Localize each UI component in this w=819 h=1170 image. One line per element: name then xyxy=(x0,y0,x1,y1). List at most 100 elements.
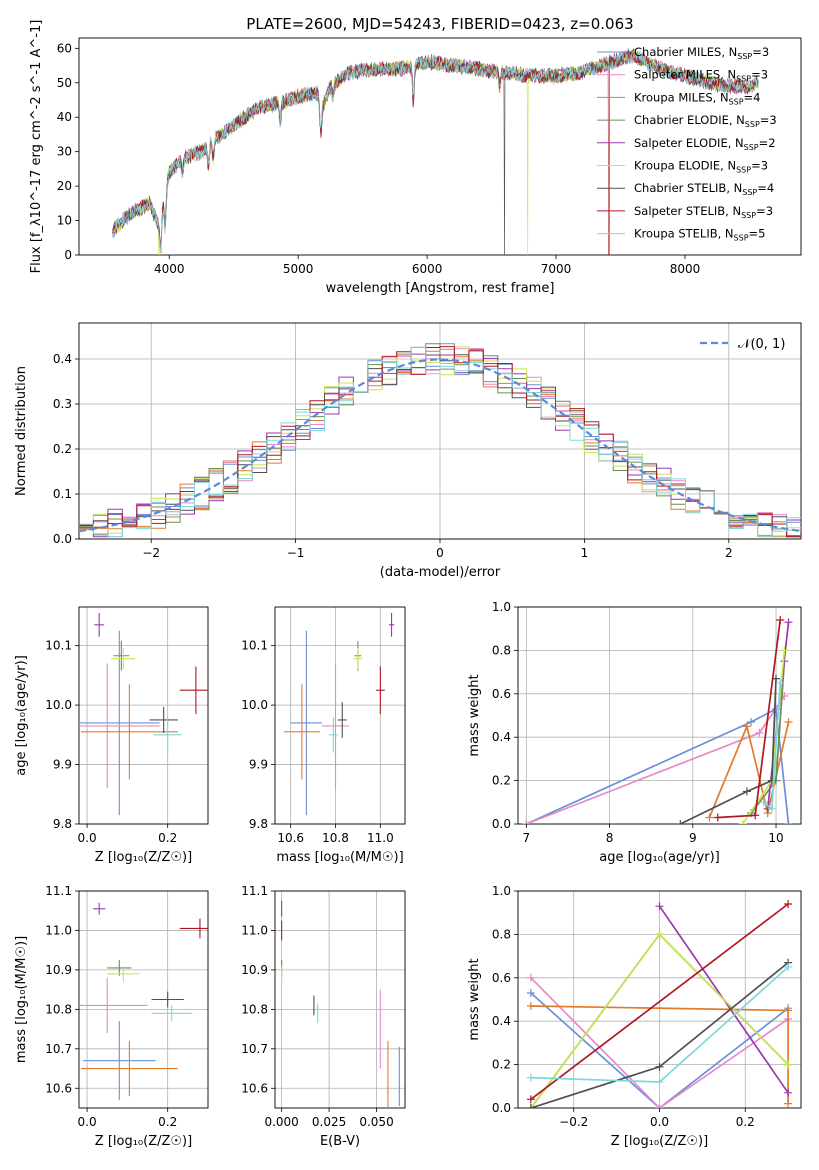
weight-marker-chabrier_stelib xyxy=(742,787,751,796)
legend-entry: Salpeter STELIB, NSSP=3 xyxy=(634,204,773,220)
weight-line-chabrier_miles xyxy=(525,707,790,824)
residual-histograms xyxy=(79,343,801,538)
x-tick-label: 1 xyxy=(581,546,589,560)
residuals-legend: 𝒩(0, 1) xyxy=(700,337,785,352)
y-tick-label: 0.6 xyxy=(492,971,511,985)
weight-marker-kroupa_elodie xyxy=(738,820,747,824)
x-tick-label: 10 xyxy=(768,831,783,845)
y-tick-label: 10.7 xyxy=(241,1042,268,1056)
y-axis-label: Normed distribution xyxy=(14,366,29,496)
figure-title: PLATE=2600, MJD=54243, FIBERID=0423, z=0… xyxy=(246,15,633,33)
residuals-axes: −2 −1 0 1 2 0.0 0.1 0.2 0.3 0.4 (data-model)/error… xyxy=(14,322,802,580)
y-tick-label: 1.0 xyxy=(492,600,511,614)
spectrum-legend: Chabrier MILES, NSSP=3 Salpeter MILES, NS… xyxy=(597,45,777,243)
weight-marker-salpeter_miles xyxy=(655,1104,664,1108)
x-tick-label: 0.050 xyxy=(359,1115,393,1129)
y-axis-label: age [log₁₀(age/yr)] xyxy=(14,655,29,776)
weight-marker-salpeter_stelib xyxy=(713,813,722,822)
y-tick-label: 0.8 xyxy=(492,927,511,941)
weight-marker-salpeter_stelib xyxy=(751,811,760,820)
x-tick-label: 11.0 xyxy=(367,831,394,845)
mass_vs_ebv-points xyxy=(281,900,400,1108)
weight-marker-chabrier_miles xyxy=(784,820,793,824)
y-tick-label: 0.2 xyxy=(53,442,72,456)
y-axis-label: Flux [f_λ10^-17 erg cm^-2 s^-1 A^-1] xyxy=(29,20,44,274)
x-axis-label: (data-model)/error xyxy=(380,565,501,580)
y-axis-label: mass [log₁₀(M/M☉)] xyxy=(14,936,29,1063)
y-tick-label: 0.0 xyxy=(492,1101,511,1115)
x-tick-label: 0.000 xyxy=(264,1115,298,1129)
legend-entry: 𝒩(0, 1) xyxy=(738,337,785,352)
y-tick-label: 60 xyxy=(57,41,72,55)
legend-entry: Chabrier ELODIE, NSSP=3 xyxy=(634,113,777,129)
histogram-salpeter_stelib xyxy=(79,346,801,538)
y-axis-label: mass weight xyxy=(467,958,482,1040)
y-tick-label: 9.9 xyxy=(249,758,268,772)
x-tick-label: 0 xyxy=(436,546,444,560)
weight-marker-kroupa_stelib xyxy=(784,962,793,971)
y-tick-label: 10.1 xyxy=(241,639,268,653)
y-tick-label: 10.8 xyxy=(241,1002,268,1016)
y-tick-label: 10.0 xyxy=(45,698,72,712)
y-tick-label: 10.9 xyxy=(241,963,268,977)
weight-marker-salpeter_miles xyxy=(755,728,764,737)
weight-marker-salpeter_miles xyxy=(526,973,535,982)
mass_weight_vs_age-axes: 7 8 9 10 0.0 0.2 0.4 0.6 0.8 1.0 age [log₁₀(age/yr… xyxy=(467,600,802,865)
y-tick-label: 10.7 xyxy=(45,1042,72,1056)
mass_weight_vs_Z-series xyxy=(526,900,793,1108)
weight-marker-kroupa_stelib xyxy=(526,1073,535,1082)
spectrum-axes: 4000 5000 6000 7000 8000 0 10 20 30 40 50 60 wavelen… xyxy=(29,20,802,296)
y-tick-label: 10.0 xyxy=(241,698,268,712)
x-tick-label: −2 xyxy=(142,546,160,560)
y-tick-label: 9.8 xyxy=(249,817,268,831)
y-tick-label: 20 xyxy=(57,179,72,193)
legend-entry: Salpeter ELODIE, NSSP=2 xyxy=(634,136,776,152)
x-tick-label: 0.0 xyxy=(78,1115,97,1129)
x-tick-label: 0.2 xyxy=(158,1115,177,1129)
weight-marker-kroupa_miles xyxy=(784,1099,793,1108)
x-tick-label: 7 xyxy=(523,831,531,845)
mass_weight_vs_age-series xyxy=(522,616,793,824)
y-tick-label: 10 xyxy=(57,214,72,228)
legend-entry: Chabrier STELIB, NSSP=4 xyxy=(634,181,774,197)
x-tick-label: 4000 xyxy=(154,262,185,276)
y-axis-label: mass weight xyxy=(467,674,482,756)
legend-entry: Chabrier MILES, NSSP=3 xyxy=(634,45,769,61)
mass_weight_vs_Z-axes: −0.2 0.0 0.2 0.0 0.2 0.4 0.6 0.8 1.0 Z [log₁₀(Z/Z… xyxy=(467,884,802,1149)
weight-marker-kroupa_miles xyxy=(705,813,714,822)
weight-marker-salpeter_elodie xyxy=(784,618,793,627)
mass_vs_Z-axes: 0.0 0.2 10.6 10.7 10.8 10.9 11.0 11.1 Z [log₁₀(Z… xyxy=(14,884,209,1149)
weight-marker-salpeter_stelib xyxy=(776,616,785,625)
age_vs_Z-axes: 0.0 0.2 9.8 9.9 10.0 10.1 Z [log₁₀(Z/Z☉)] age [… xyxy=(14,606,209,865)
y-tick-label: 9.8 xyxy=(53,817,72,831)
weight-marker-salpeter_miles xyxy=(522,820,531,824)
weight-marker-kroupa_stelib xyxy=(767,804,776,813)
y-tick-label: 0.4 xyxy=(492,730,511,744)
weight-line-salpeter_miles xyxy=(525,695,786,824)
weight-marker-kroupa_stelib xyxy=(759,798,768,807)
x-axis-label: Z [log₁₀(Z/Z☉)] xyxy=(95,850,192,865)
y-tick-label: 0 xyxy=(64,248,72,262)
x-tick-label: 9 xyxy=(689,831,697,845)
x-tick-label: 8000 xyxy=(670,262,701,276)
x-tick-label: −0.2 xyxy=(559,1115,588,1129)
y-tick-label: 0.2 xyxy=(492,1058,511,1072)
y-tick-label: 0.4 xyxy=(53,352,72,366)
weight-line-chabrier_miles xyxy=(530,992,789,1108)
y-tick-label: 30 xyxy=(57,145,72,159)
x-tick-label: 6000 xyxy=(412,262,443,276)
weight-marker-chabrier_stelib xyxy=(655,1062,664,1071)
mass_weight_vs_age-frame xyxy=(517,606,802,825)
y-tick-label: 0.8 xyxy=(492,643,511,657)
mass_vs_ebv-frame xyxy=(274,890,406,1109)
x-tick-label: 0.2 xyxy=(158,831,177,845)
x-axis-label: Z [log₁₀(Z/Z☉)] xyxy=(95,1134,192,1149)
y-tick-label: 0.6 xyxy=(492,687,511,701)
y-tick-label: 0.3 xyxy=(53,397,72,411)
x-tick-label: 8 xyxy=(606,831,614,845)
weight-marker-chabrier_miles xyxy=(526,988,535,997)
y-tick-label: 11.0 xyxy=(241,923,268,937)
weight-line-kroupa_miles xyxy=(708,721,790,818)
weight-marker-kroupa_stelib xyxy=(776,678,785,687)
